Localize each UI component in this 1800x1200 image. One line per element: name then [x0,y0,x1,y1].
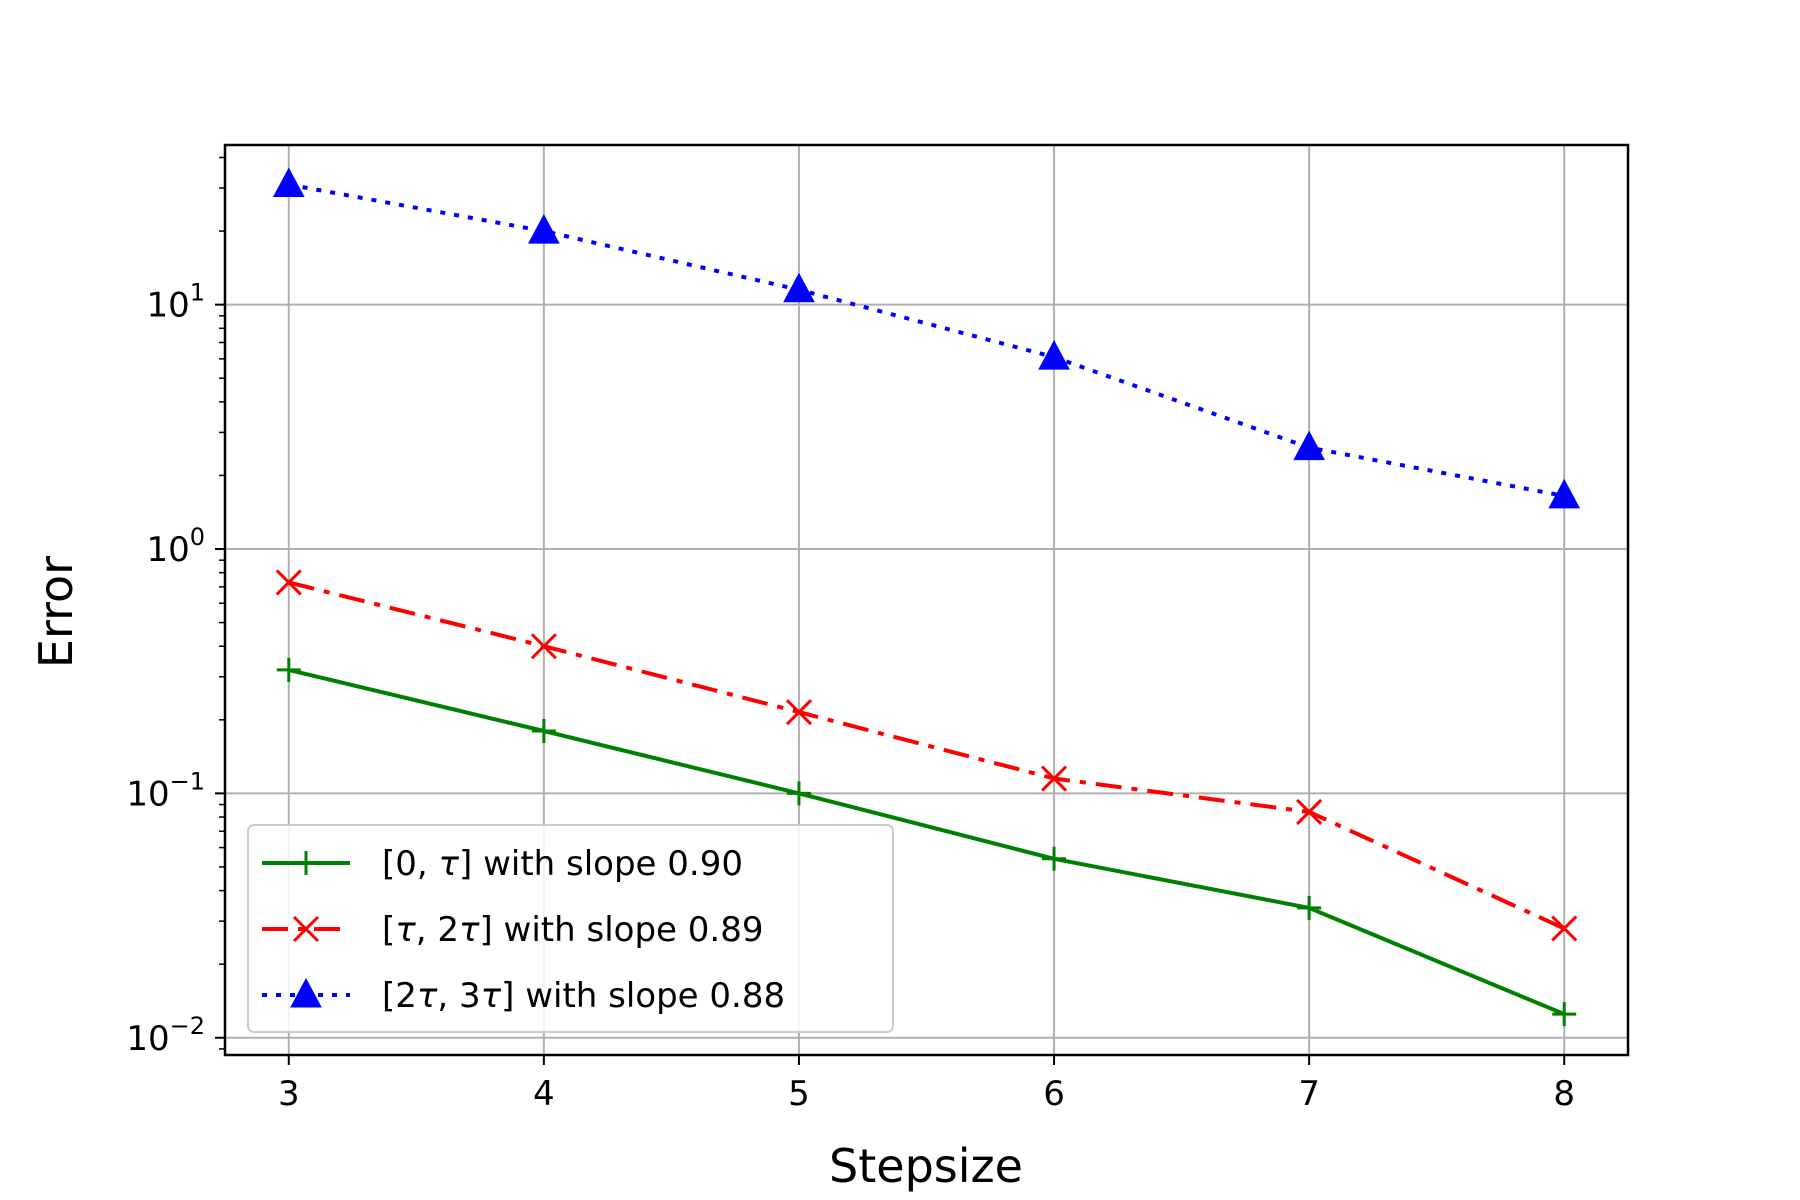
legend-label-part: τ [481,976,502,1016]
x-tick-label: 4 [533,1074,555,1114]
legend-label-part: [0, [382,844,439,884]
data-point-marker [783,272,815,303]
legend-label-part: ] with slope 0.90 [459,844,743,884]
data-point-marker [785,699,813,726]
series-layer [272,167,1581,1027]
y-tick-base: 10 [146,530,189,570]
legend-label-part: ] with slope 0.89 [479,910,763,950]
series-line-1 [288,580,1566,931]
legend-label-part: ] with slope 0.88 [501,976,785,1016]
y-tick-label: 101 [146,279,205,326]
y-tick-exponent: 0 [190,523,205,551]
legend-label-1: [τ, 2τ] with slope 0.89 [382,910,763,950]
data-point-marker [786,781,811,806]
data-point-marker [530,633,557,660]
data-point-marker [1042,846,1067,871]
data-point-marker [1293,430,1325,461]
legend-label-part: [2 [382,976,417,1016]
data-point-marker [1548,478,1581,509]
x-tick-label: 3 [278,1074,300,1114]
series-line-0 [288,667,1565,1016]
y-tick-exponent: −1 [170,767,205,795]
legend-label-0: [0, τ] with slope 0.90 [382,844,743,884]
legend-marker-1 [292,915,320,943]
data-point-marker [1551,915,1578,942]
legend-label-part: , 2 [416,910,459,950]
plot-frame [223,143,1630,1057]
legend-box [247,824,894,1033]
y-axis-label: Error [29,556,83,668]
legend-label-2: [2τ, 3τ] with slope 0.88 [382,976,785,1016]
data-point-marker [528,214,560,244]
y-tick-label: 100 [146,523,205,570]
legend-label-part: τ [395,910,416,950]
legend-label-part: , 3 [437,976,480,1016]
data-point-marker [276,657,301,682]
legend-marker-2 [290,977,322,1008]
y-tick-base: 10 [146,286,189,326]
y-tick-label: 10−1 [126,767,205,814]
legend-label-part: τ [459,910,480,950]
data-point-marker [531,718,556,743]
x-tick-label: 7 [1298,1074,1320,1114]
data-point-marker [1038,340,1070,370]
data-point-marker [1296,798,1323,825]
data-point-marker [1040,765,1068,792]
x-tick-label: 8 [1553,1074,1575,1114]
legend-label-part: τ [417,976,438,1016]
legend-label-part: [ [382,910,395,950]
data-point-marker [275,569,302,596]
data-point-marker [272,167,305,198]
y-tick-exponent: 1 [190,279,205,307]
x-tick-label: 6 [1043,1074,1065,1114]
x-tick-label: 5 [788,1074,810,1114]
legend-label-part: τ [439,844,460,884]
data-point-marker [1552,1002,1577,1027]
x-axis-label: Stepsize [829,1139,1023,1193]
legend: [0, τ] with slope 0.90[τ, 2τ] with slope… [247,824,894,1033]
y-tick-base: 10 [126,774,169,814]
y-tick-exponent: −2 [170,1012,205,1040]
data-point-marker [1297,895,1322,920]
y-tick-label: 10−2 [126,1012,205,1059]
y-tick-base: 10 [126,1019,169,1059]
legend-marker-0 [294,851,318,875]
